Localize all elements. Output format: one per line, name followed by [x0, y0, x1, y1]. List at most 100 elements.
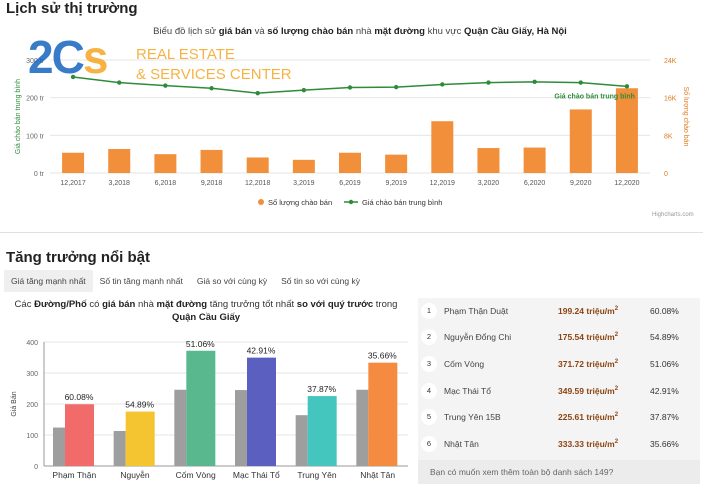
legend-marker-bar — [258, 199, 264, 205]
x-tick-label: Nhật Tân — [360, 470, 395, 480]
tab-listing-increase[interactable]: Số tin tăng mạnh nhất — [99, 276, 183, 286]
bar-listing-count — [246, 157, 269, 173]
bar-previous — [113, 430, 126, 466]
tab-price-increase[interactable]: Giá tăng mạnh nhất — [4, 270, 93, 292]
data-label: 51.06% — [186, 339, 215, 349]
data-label: 54.89% — [125, 400, 154, 410]
price-point — [301, 87, 307, 93]
rank-percent: 42.91% — [650, 386, 679, 396]
rank-street: Mạc Thái Tổ — [444, 386, 491, 396]
bar-listing-count — [431, 121, 454, 173]
bar-previous — [174, 389, 187, 466]
rank-street: Trung Yên 15B — [444, 412, 501, 422]
right-tick-label: 8K — [664, 133, 673, 140]
bar-listing-count — [339, 152, 361, 173]
rank-number: 3 — [421, 356, 437, 372]
x-tick-label: 6,2020 — [524, 180, 546, 187]
bar-listing-count — [292, 159, 315, 173]
rank-price-value: 371.72 triệu/m — [558, 359, 615, 369]
rank-price: 225.61 triệu/m2 — [558, 412, 618, 422]
rank-price: 175.54 triệu/m2 — [558, 332, 618, 342]
legend-marker-point — [348, 199, 354, 205]
bar-listing-count — [62, 152, 85, 173]
rank-price: 349.59 triệu/m2 — [558, 386, 618, 396]
price-point — [393, 84, 399, 90]
y-axis-title: Giá Bán — [11, 391, 18, 416]
rank-percent: 51.06% — [650, 359, 679, 369]
ranking-row[interactable]: 5 Trung Yên 15B 225.61 triệu/m2 37.87% — [418, 404, 700, 430]
ranking-row[interactable]: 2 Nguyễn Đổng Chi 175.54 triệu/m2 54.89% — [418, 324, 700, 350]
desc-part: trong — [373, 299, 398, 310]
chart-title-part: mặt đường — [374, 26, 425, 37]
x-tick-label: 9,2020 — [570, 180, 592, 187]
left-tick-label: 300 tr — [26, 58, 45, 65]
rank-number: 4 — [421, 383, 437, 399]
chart-title-part: giá bán — [218, 26, 252, 37]
x-tick-label: 12,2020 — [614, 180, 639, 187]
bar-listing-count — [200, 149, 223, 173]
chart-title: Biểu đồ lịch sử giá bán và số lượng chào… — [100, 26, 620, 37]
ranking-panel: 1 Phạm Thận Duật 199.24 triệu/m2 60.08% … — [418, 298, 700, 484]
x-tick-label: Mạc Thái Tổ — [233, 470, 280, 480]
growth-description: Các Đường/Phố có giá bán nhà mặt đường t… — [6, 298, 406, 324]
bar-previous — [235, 390, 247, 466]
series-label: Giá chào bán trung bình — [554, 93, 635, 100]
data-label: 42.91% — [247, 346, 276, 356]
logo-line2: & SERVICES CENTER — [136, 66, 292, 83]
desc-part: Đường/Phố — [34, 299, 87, 310]
chart-title-part: nhà — [353, 26, 375, 37]
bar-previous — [53, 427, 65, 466]
x-tick-label: Phạm Thận — [52, 470, 96, 480]
rank-street: Nhật Tân — [444, 439, 479, 449]
tab-price-yoy[interactable]: Giá so với cùng kỳ — [196, 276, 268, 286]
unit-exponent: 2 — [614, 439, 619, 446]
bar-current — [247, 357, 276, 466]
ranking-row[interactable]: 1 Phạm Thận Duật 199.24 triệu/m2 60.08% — [418, 298, 700, 324]
legend-label: Số lượng chào bán — [268, 198, 332, 207]
chart-title-part: Quận Cầu Giấy, Hà Nội — [464, 26, 567, 37]
tab-listing-yoy[interactable]: Số tin so với cùng kỳ — [281, 276, 360, 286]
see-full-list-link[interactable]: Bạn có muốn xem thêm toàn bộ danh sách 1… — [418, 460, 700, 484]
desc-part: nhà — [135, 299, 157, 310]
y-tick-label: 200 — [26, 402, 38, 409]
unit-exponent: 2 — [614, 412, 619, 419]
rank-percent: 60.08% — [650, 306, 679, 316]
rank-price: 199.24 triệu/m2 — [558, 306, 618, 316]
ranking-row[interactable]: 6 Nhật Tân 333.33 triệu/m2 35.66% — [418, 431, 700, 457]
price-point — [578, 80, 583, 85]
price-point — [347, 85, 353, 90]
rank-number: 5 — [421, 409, 437, 425]
rank-street: Nguyễn Đổng Chi — [444, 332, 512, 342]
chart-title-part: số lượng chào bán — [267, 26, 354, 37]
x-tick-label: 3,2018 — [109, 180, 131, 187]
x-tick-label: 9,2018 — [201, 180, 223, 187]
desc-district: Quận Cầu Giấy — [171, 312, 241, 323]
bar-listing-count — [385, 154, 408, 173]
rank-number: 6 — [421, 436, 437, 452]
highcharts-credit[interactable]: Highcharts.com — [652, 212, 694, 218]
desc-part: tăng trưởng tốt nhất — [207, 299, 297, 310]
data-label: 37.87% — [307, 384, 336, 394]
price-point — [624, 84, 630, 89]
x-tick-label: Nguyễn — [120, 470, 150, 480]
growth-title: Tăng trưởng nổi bật — [6, 249, 151, 266]
rank-price-value: 349.59 triệu/m — [558, 386, 615, 396]
rank-percent: 35.66% — [650, 439, 679, 449]
rank-street: Cốm Vòng — [444, 359, 485, 369]
left-tick-label: 200 tr — [26, 96, 45, 103]
ranking-row[interactable]: 3 Cốm Vòng 371.72 triệu/m2 51.06% — [418, 351, 700, 377]
growth-chart: 0 100 200 300 400 Giá Bán 60.08% Phạm Thận 54.89… — [11, 339, 408, 480]
bar-current — [307, 396, 337, 466]
rank-street: Phạm Thận Duật — [444, 306, 509, 316]
ranking-row[interactable]: 4 Mạc Thái Tổ 349.59 triệu/m2 42.91% — [418, 378, 700, 404]
y-tick-label: 100 — [26, 433, 38, 440]
price-point — [117, 80, 122, 85]
unit-exponent: 2 — [614, 359, 619, 366]
bar-current — [65, 404, 94, 466]
right-tick-label: 16K — [664, 96, 677, 103]
bar-listing-count — [615, 88, 638, 173]
right-axis-title: Số lượng chào bán — [682, 87, 691, 147]
unit-exponent: 2 — [614, 386, 619, 393]
x-tick-label: 12,2019 — [430, 180, 455, 187]
x-tick-label: 3,2019 — [293, 180, 315, 187]
